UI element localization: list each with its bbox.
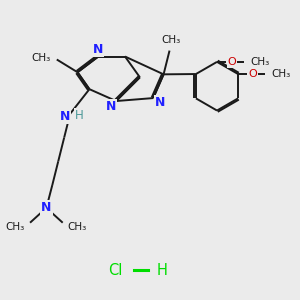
Text: CH₃: CH₃	[31, 53, 50, 63]
Text: CH₃: CH₃	[68, 222, 87, 232]
Text: O: O	[248, 69, 257, 79]
Text: N: N	[41, 201, 52, 214]
Text: H: H	[75, 109, 84, 122]
Text: CH₃: CH₃	[6, 222, 25, 232]
Text: N: N	[106, 100, 116, 113]
Text: O: O	[227, 57, 236, 67]
Text: N: N	[154, 96, 165, 109]
Text: H: H	[157, 263, 168, 278]
Text: N: N	[93, 44, 104, 56]
Text: CH₃: CH₃	[250, 57, 269, 67]
Text: CH₃: CH₃	[161, 35, 181, 45]
Text: CH₃: CH₃	[271, 69, 291, 79]
Text: N: N	[60, 110, 70, 123]
Text: Cl: Cl	[108, 263, 122, 278]
